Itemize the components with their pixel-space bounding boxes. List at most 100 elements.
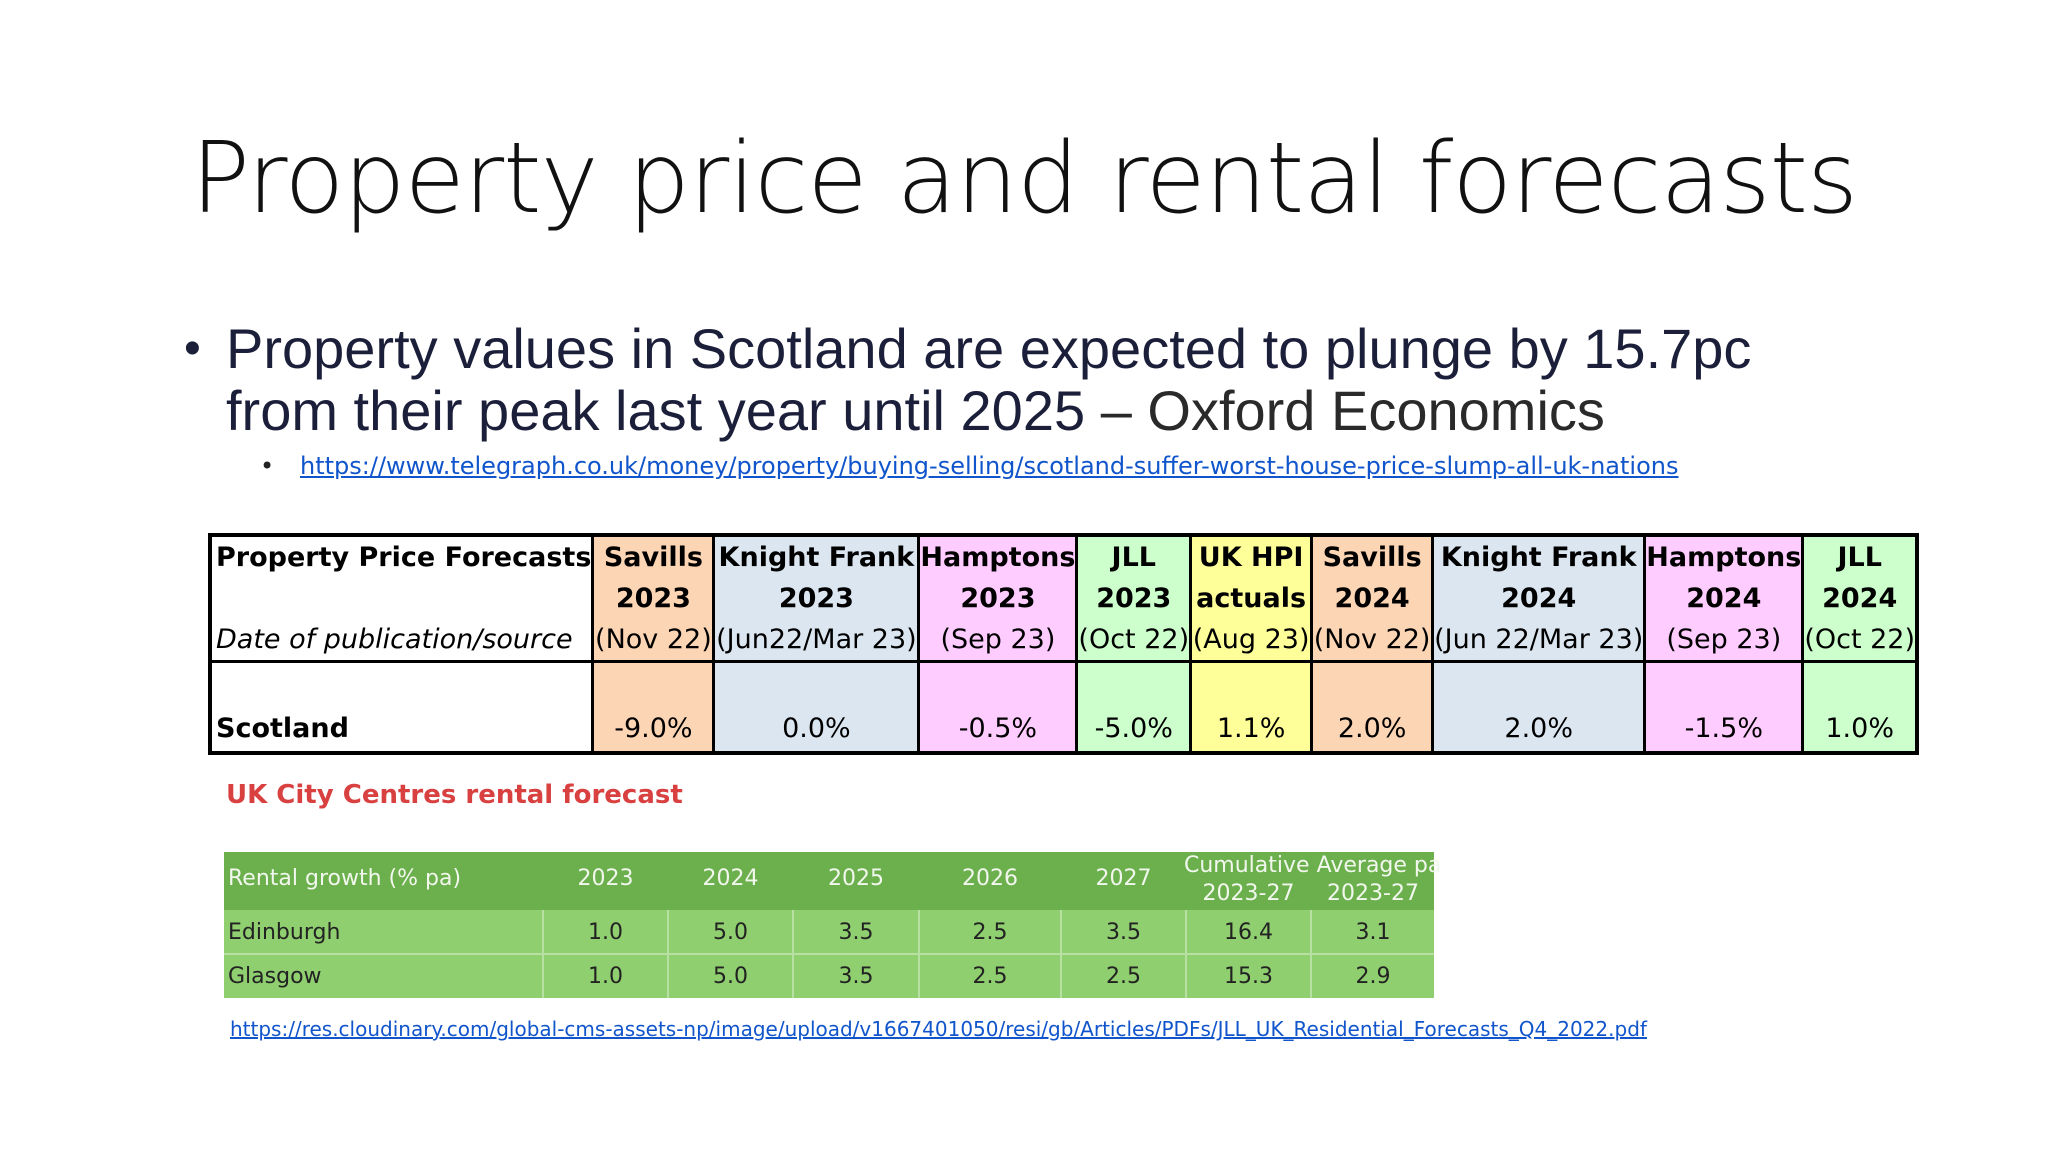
- forecast-value-cell: 2.0%: [1310, 660, 1435, 755]
- forecast-header-cell: JLL 2023 (Oct 22): [1075, 533, 1193, 663]
- forecast-date: (Oct 22): [1078, 624, 1190, 655]
- forecast-value: 1.0%: [1825, 713, 1894, 744]
- rental-forecast-table: Rental growth (% pa) 2023 2024 2025 2026…: [224, 852, 1441, 998]
- forecaster-name: Savills: [603, 542, 703, 573]
- jll-source-link[interactable]: https://res.cloudinary.com/global-cms-as…: [230, 1017, 1647, 1041]
- rental-value: 1.0: [588, 964, 623, 989]
- forecast-year: 2023: [1096, 583, 1172, 614]
- forecast-value-cell: -9.0%: [591, 660, 716, 755]
- rental-year-header: 2023: [577, 866, 634, 891]
- rental-range-header: 2023-27: [1327, 881, 1419, 906]
- rental-city-label: Edinburgh: [228, 920, 341, 945]
- forecast-value-cell: -5.0%: [1075, 660, 1193, 755]
- forecast-label-header-cell: Property Price Forecasts Date of publica…: [208, 533, 595, 663]
- forecast-value: -0.5%: [958, 713, 1038, 744]
- forecast-year: 2023: [960, 583, 1036, 614]
- rental-cumulative-header: Cumulative Average pa: [1184, 853, 1441, 878]
- rental-value: 3.5: [838, 920, 874, 945]
- rental-range-header: 2023-27: [1202, 881, 1295, 906]
- rental-col-divider: [1060, 910, 1062, 998]
- rental-year-header: 2025: [828, 866, 884, 891]
- rental-value: 15.3: [1224, 964, 1273, 989]
- forecast-year: 2023: [615, 583, 691, 614]
- forecast-date: (Jun22/Mar 23): [716, 624, 917, 655]
- forecast-value-cell: -0.5%: [917, 660, 1079, 755]
- forecaster-name: UK HPI: [1198, 542, 1304, 573]
- forecast-value: -9.0%: [614, 713, 693, 744]
- forecast-header-cell: Hamptons 2024 (Sep 23): [1643, 533, 1805, 663]
- forecast-year: 2024: [1822, 583, 1898, 614]
- forecast-value: 1.1%: [1216, 713, 1286, 744]
- forecast-label-subheading: Date of publication/source: [216, 624, 573, 655]
- forecast-value-cell: 1.0%: [1801, 660, 1919, 755]
- forecaster-name: Hamptons: [920, 542, 1076, 573]
- forecast-date: (Sep 23): [940, 624, 1056, 655]
- forecast-scotland-row: Scotland -9.0% 0.0% -0.5% -5.0% 1.1% 2.0…: [208, 660, 1919, 755]
- forecast-year: 2024: [1686, 583, 1762, 614]
- rental-value: 3.5: [838, 964, 874, 989]
- forecast-value-cell: -1.5%: [1643, 660, 1805, 755]
- forecast-label-heading: Property Price Forecasts: [216, 542, 592, 573]
- property-price-forecast-table: Property Price Forecasts Date of publica…: [208, 533, 1920, 755]
- rental-year-header: 2024: [702, 866, 759, 891]
- rental-cumulative-label: Cumulative: [1184, 853, 1310, 878]
- forecaster-name: Knight Frank: [718, 542, 915, 573]
- forecaster-name: Knight Frank: [1440, 542, 1637, 573]
- forecast-year: 2024: [1334, 583, 1410, 614]
- forecast-value: -1.5%: [1684, 713, 1763, 744]
- forecast-header-cell: Hamptons 2023 (Sep 23): [917, 533, 1079, 663]
- forecast-header-cell: Savills 2023 (Nov 22): [591, 533, 716, 663]
- scotland-label-cell: Scotland: [208, 660, 595, 755]
- sub-bullet-dot: •: [260, 452, 275, 480]
- bullet-source-text: – Oxford Economics: [1100, 379, 1605, 442]
- rental-col-divider: [1310, 910, 1312, 998]
- rental-year-header: 2026: [962, 866, 1018, 891]
- forecast-header-cell: Knight Frank 2024 (Jun 22/Mar 23): [1431, 533, 1647, 663]
- forecast-date: (Jun 22/Mar 23): [1434, 624, 1644, 655]
- scotland-label: Scotland: [216, 713, 349, 744]
- rental-value: 16.4: [1224, 920, 1273, 945]
- rental-col-divider: [1185, 910, 1187, 998]
- forecast-header-cell: Savills 2024 (Nov 22): [1310, 533, 1435, 663]
- forecaster-name: Hamptons: [1646, 542, 1802, 573]
- rental-row-divider: [224, 953, 1434, 955]
- rental-value: 2.9: [1355, 964, 1391, 989]
- rental-header-row: [224, 852, 1434, 910]
- rental-average-label: Average pa: [1316, 853, 1442, 878]
- main-bullet: • Property values in Scotland are expect…: [184, 318, 1864, 442]
- rental-value: 2.5: [972, 964, 1008, 989]
- forecast-date: (Nov 22): [1313, 624, 1431, 655]
- bullet-dot: •: [184, 322, 201, 375]
- rental-value: 3.1: [1355, 920, 1391, 945]
- forecast-year: 2023: [778, 583, 854, 614]
- forecast-header-cell: UK HPI actuals (Aug 23): [1189, 533, 1314, 663]
- bullet-main-text: Property values in Scotland are expected…: [226, 317, 1752, 442]
- rental-header-label: Rental growth (% pa): [228, 866, 462, 891]
- forecaster-name: Savills: [1322, 542, 1422, 573]
- rental-value: 1.0: [588, 920, 623, 945]
- rental-value: 3.5: [1106, 920, 1141, 945]
- forecast-value: 0.0%: [782, 713, 851, 744]
- rental-col-divider: [918, 910, 920, 998]
- forecast-header-cell: JLL 2024 (Oct 22): [1801, 533, 1919, 663]
- forecaster-name: JLL: [1111, 542, 1156, 573]
- telegraph-link[interactable]: https://www.telegraph.co.uk/money/proper…: [300, 452, 1679, 480]
- forecast-year: 2024: [1501, 583, 1577, 614]
- rental-col-divider: [667, 910, 669, 998]
- forecast-header-cell: Knight Frank 2023 (Jun22/Mar 23): [712, 533, 921, 663]
- forecast-value-cell: 2.0%: [1431, 660, 1647, 755]
- forecast-value-cell: 0.0%: [712, 660, 921, 755]
- forecast-value-cell: 1.1%: [1189, 660, 1314, 755]
- forecast-value: -5.0%: [1094, 713, 1173, 744]
- rental-value: 2.5: [972, 920, 1008, 945]
- rental-value: 5.0: [713, 964, 748, 989]
- rental-value: 2.5: [1106, 964, 1141, 989]
- forecaster-name: JLL: [1837, 542, 1882, 573]
- forecast-date: (Sep 23): [1666, 624, 1782, 655]
- rental-col-divider: [792, 910, 794, 998]
- slide-title: Property price and rental forecasts: [190, 122, 1858, 236]
- rental-year-header: 2027: [1095, 866, 1152, 891]
- rental-value: 5.0: [713, 920, 748, 945]
- rental-col-divider: [542, 910, 544, 998]
- forecast-header-row: Property Price Forecasts Date of publica…: [208, 533, 1919, 663]
